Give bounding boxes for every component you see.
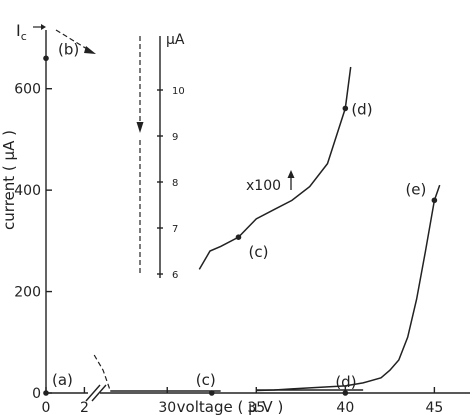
y-tick-label: 400 [14, 183, 41, 199]
y-tick-label: 200 [14, 285, 41, 301]
text-layer: current ( µA ) voltage ( µ V ) x100 µA I… [0, 21, 283, 415]
axes-layer: 0 200 400 600 0 2 30 35 40 45 [14, 30, 470, 415]
axis-break-mark [85, 384, 101, 402]
point-label: (d) [351, 100, 372, 118]
ic-label: Ic [16, 21, 27, 43]
data-point [43, 390, 49, 396]
inset-axis: 10 9 8 7 6 [55, 29, 185, 281]
inset-tick-label: 6 [172, 270, 178, 281]
ic-label-main: I [16, 21, 21, 40]
x-tick-label: 2 [80, 400, 89, 415]
x-tick-label: 30 [158, 400, 176, 415]
switch-arrow-icon [84, 46, 96, 54]
x-tick-label: 40 [336, 400, 354, 415]
point-label: (b) [58, 40, 79, 58]
inset-tick-label: 10 [172, 86, 185, 97]
data-point [342, 105, 349, 112]
point-label: (c) [196, 371, 216, 389]
x-tick-label: 45 [425, 400, 443, 415]
up-arrow-icon [287, 170, 295, 190]
inset-arrow-icon [136, 122, 144, 133]
x-tick-label: 35 [247, 400, 265, 415]
y-axis-label: current ( µA ) [0, 130, 18, 230]
ic-arrow-icon [33, 24, 46, 30]
series-layer [93, 66, 441, 392]
inset-tick-label: 7 [172, 224, 178, 235]
inset-multiplier-label: x100 [246, 178, 281, 194]
data-point [43, 55, 49, 62]
x-tick-label: 0 [42, 400, 51, 415]
y-tick-label: 600 [14, 82, 41, 98]
inset-tick-label: 9 [172, 132, 178, 143]
point-label: (e) [405, 180, 426, 198]
data-point [342, 390, 349, 396]
series-line-0 [256, 184, 441, 392]
data-point [431, 197, 438, 204]
point-label: (a) [52, 371, 73, 389]
point-label: (c) [248, 243, 268, 261]
inset-tick-label: 8 [172, 178, 178, 189]
axis-break-mark [91, 384, 107, 402]
data-point [235, 234, 242, 240]
series-line-1 [93, 354, 111, 391]
x-axis-label: voltage ( µ V ) [177, 398, 284, 415]
points-layer: (a) (b) (c) (d) (e) (c) (d) [43, 40, 438, 396]
inset-unit-label: µA [166, 32, 185, 48]
y-tick-label: 0 [32, 386, 41, 402]
data-point [208, 390, 215, 396]
point-label: (d) [335, 373, 356, 391]
ic-label-sub: c [21, 30, 27, 43]
series-line-2 [198, 66, 352, 270]
